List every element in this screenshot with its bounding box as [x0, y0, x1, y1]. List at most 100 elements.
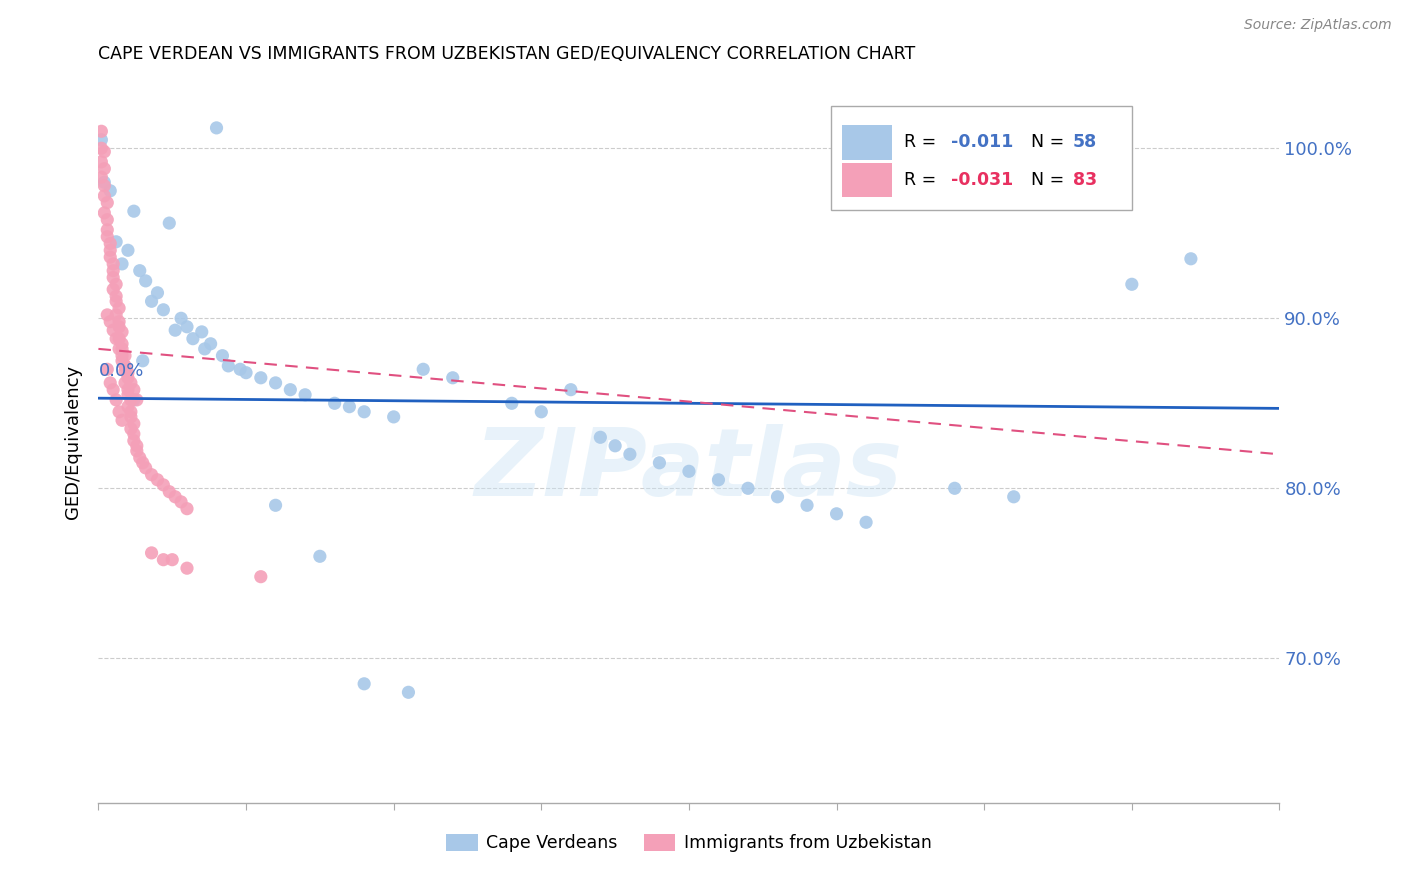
Point [235, 366, 257, 380]
Point [122, 426, 145, 441]
Point [122, 417, 145, 431]
Point [737, 481, 759, 495]
Point [152, 552, 174, 566]
Point [98, 184, 121, 198]
Point [796, 498, 818, 512]
Point [176, 561, 198, 575]
Point [122, 204, 145, 219]
Y-axis label: GED/Equivalency: GED/Equivalency [65, 365, 83, 518]
Point [120, 392, 142, 407]
Point [114, 364, 136, 378]
Text: N =: N = [1019, 171, 1070, 189]
Point [90, 170, 112, 185]
Point [122, 383, 145, 397]
Point [117, 388, 139, 402]
Point [398, 685, 420, 699]
Point [108, 405, 131, 419]
Point [122, 434, 145, 448]
Point [176, 501, 198, 516]
Point [501, 396, 523, 410]
Point [90, 133, 112, 147]
Point [855, 516, 877, 530]
Text: R =: R = [904, 171, 942, 189]
Point [176, 319, 198, 334]
Point [264, 376, 287, 390]
Point [111, 342, 134, 356]
Point [93, 145, 115, 159]
Point [157, 484, 180, 499]
Point [132, 353, 155, 368]
Point [589, 430, 612, 444]
Point [141, 467, 163, 482]
Point [114, 359, 136, 373]
Text: 58: 58 [1073, 134, 1097, 152]
Point [98, 250, 121, 264]
Point [105, 277, 128, 292]
Point [108, 342, 131, 356]
Point [165, 490, 187, 504]
Point [441, 371, 464, 385]
Point [103, 323, 125, 337]
Point [264, 498, 287, 512]
Point [170, 495, 193, 509]
Point [93, 178, 115, 193]
Point [309, 549, 332, 564]
Point [170, 311, 193, 326]
Text: R =: R = [904, 134, 942, 152]
Point [108, 332, 131, 346]
Point [93, 206, 115, 220]
Point [117, 400, 139, 414]
Point [132, 456, 155, 470]
Point [766, 490, 789, 504]
Point [103, 257, 125, 271]
Point [707, 473, 730, 487]
Point [103, 383, 125, 397]
Point [135, 274, 157, 288]
Point [114, 359, 136, 373]
Point [217, 359, 239, 373]
Point [108, 319, 131, 334]
Point [141, 546, 163, 560]
Point [943, 481, 966, 495]
Point [105, 332, 128, 346]
Point [90, 154, 112, 169]
Point [93, 189, 115, 203]
Point [111, 336, 134, 351]
Point [90, 124, 112, 138]
Point [250, 570, 273, 584]
Point [825, 507, 848, 521]
Point [105, 392, 128, 407]
Point [229, 362, 252, 376]
Point [105, 308, 128, 322]
Point [111, 349, 134, 363]
Point [157, 216, 180, 230]
Point [678, 464, 700, 478]
Point [1002, 490, 1025, 504]
Point [117, 366, 139, 380]
Point [619, 447, 641, 461]
Point [294, 388, 316, 402]
Point [200, 336, 222, 351]
Text: -0.011: -0.011 [950, 134, 1014, 152]
Point [141, 294, 163, 309]
Point [114, 349, 136, 363]
Point [135, 461, 157, 475]
Point [125, 443, 148, 458]
Point [353, 677, 375, 691]
Point [181, 332, 204, 346]
Point [125, 439, 148, 453]
Point [98, 315, 121, 329]
Point [103, 263, 125, 277]
Point [1121, 277, 1143, 292]
Text: ZIPatlas: ZIPatlas [475, 425, 903, 516]
Point [353, 405, 375, 419]
Point [128, 450, 150, 465]
Point [165, 323, 187, 337]
Point [111, 353, 134, 368]
Point [96, 212, 118, 227]
Text: CAPE VERDEAN VS IMMIGRANTS FROM UZBEKISTAN GED/EQUIVALENCY CORRELATION CHART: CAPE VERDEAN VS IMMIGRANTS FROM UZBEKIST… [98, 45, 915, 62]
Point [117, 244, 139, 258]
Point [205, 120, 228, 135]
Point [120, 405, 142, 419]
Point [111, 257, 134, 271]
